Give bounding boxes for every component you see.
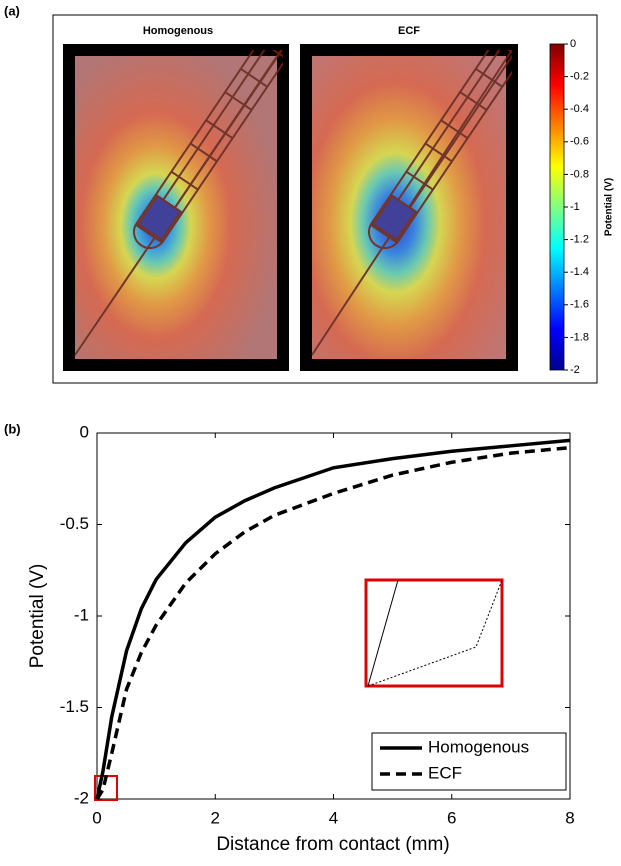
colorbar-tick-label: -1.4 xyxy=(570,266,589,278)
y-tick-label: 0 xyxy=(80,422,89,441)
x-tick-label: 4 xyxy=(329,808,338,827)
colorbar-tick-label: -1.6 xyxy=(570,299,589,311)
colorbar-tick-label: -0.2 xyxy=(570,71,589,83)
y-tick-label: -2 xyxy=(74,788,89,807)
series-line xyxy=(95,438,571,800)
x-tick-label: 2 xyxy=(211,808,220,827)
colorbar-tick-label: -1.8 xyxy=(570,331,589,343)
x-tick-label: 0 xyxy=(92,808,101,827)
y-axis-label: Potential (V) xyxy=(27,564,48,669)
series-line xyxy=(95,445,571,800)
x-tick-label: 6 xyxy=(447,808,456,827)
colorbar-tick-label: -0.8 xyxy=(570,168,589,180)
colorbar-tick-label: 0 xyxy=(570,38,576,50)
colorbar-tick-label: -1.2 xyxy=(570,234,589,246)
colorbar-tick-label: -0.4 xyxy=(570,103,589,115)
panel-title: ECF xyxy=(398,25,420,37)
colorbar-label: Potential (V) xyxy=(604,178,615,236)
y-tick-label: -1 xyxy=(74,605,89,624)
colorbar xyxy=(549,43,565,371)
panel-title: Homogenous xyxy=(143,25,213,37)
y-tick-label: -1.5 xyxy=(60,697,89,716)
panel-label: (b) xyxy=(4,421,21,436)
legend: Homogenous ECF xyxy=(371,732,567,791)
x-tick-label: 8 xyxy=(565,808,574,827)
heatmap-left xyxy=(63,44,289,371)
panel-frame xyxy=(52,14,598,384)
colorbar-tick-label: -1 xyxy=(570,201,580,213)
y-tick-label: -0.5 xyxy=(60,514,89,533)
colorbar-tick-label: -2 xyxy=(570,364,580,376)
heatmap-right xyxy=(300,44,518,371)
legend-label: ECF xyxy=(428,763,462,782)
panel-label: (a) xyxy=(4,3,20,18)
legend-label: Homogenous xyxy=(428,737,529,756)
x-axis-label: Distance from contact (mm) xyxy=(216,834,449,855)
colorbar-tick-label: -0.6 xyxy=(570,136,589,148)
zoom-inset xyxy=(94,578,504,801)
